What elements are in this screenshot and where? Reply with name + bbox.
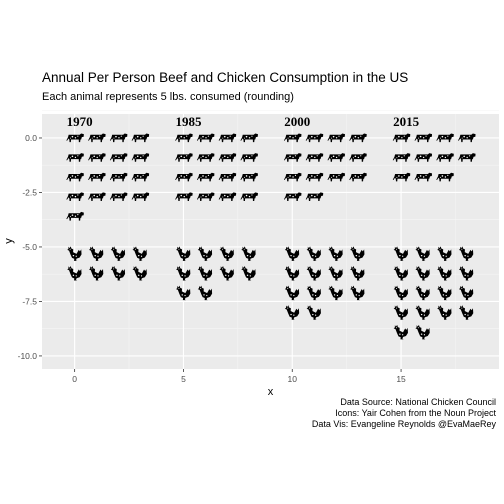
caption-data-vis-credit: Data Vis: Evangeline Reynolds @EvaMaeRey: [311, 419, 496, 429]
year-label: 1985: [175, 114, 202, 129]
x-axis-label: x: [268, 386, 274, 398]
y-axis-label: y: [3, 238, 15, 244]
caption-icons-credit: Icons: Yair Cohen from the Noun Project: [335, 408, 496, 418]
year-labels: 1970 1985 2000 2015: [67, 114, 420, 129]
y-tick-label: -7.5: [22, 296, 37, 306]
chart-title: Annual Per Person Beef and Chicken Consu…: [42, 70, 409, 85]
year-label: 1970: [67, 114, 93, 129]
x-tick-label: 10: [288, 374, 298, 384]
x-tick-label: 15: [396, 374, 406, 384]
year-label: 2000: [284, 114, 310, 129]
caption-data-source: Data Source: National Chicken Council: [340, 397, 496, 407]
axes: 0 5 10 15 0.0 -2.5 -5.0 -7.5 -10.0: [18, 133, 406, 384]
chart-subtitle: Each animal represents 5 lbs. consumed (…: [42, 91, 294, 103]
y-tick-label: -2.5: [22, 187, 37, 197]
x-tick-label: 0: [72, 374, 77, 384]
y-tick-label: -5.0: [22, 242, 37, 252]
year-label: 2015: [393, 114, 420, 129]
y-tick-label: -10.0: [18, 351, 38, 361]
plot-panel: [42, 114, 499, 369]
x-tick-label: 5: [181, 374, 186, 384]
y-tick-label: 0.0: [25, 133, 37, 143]
